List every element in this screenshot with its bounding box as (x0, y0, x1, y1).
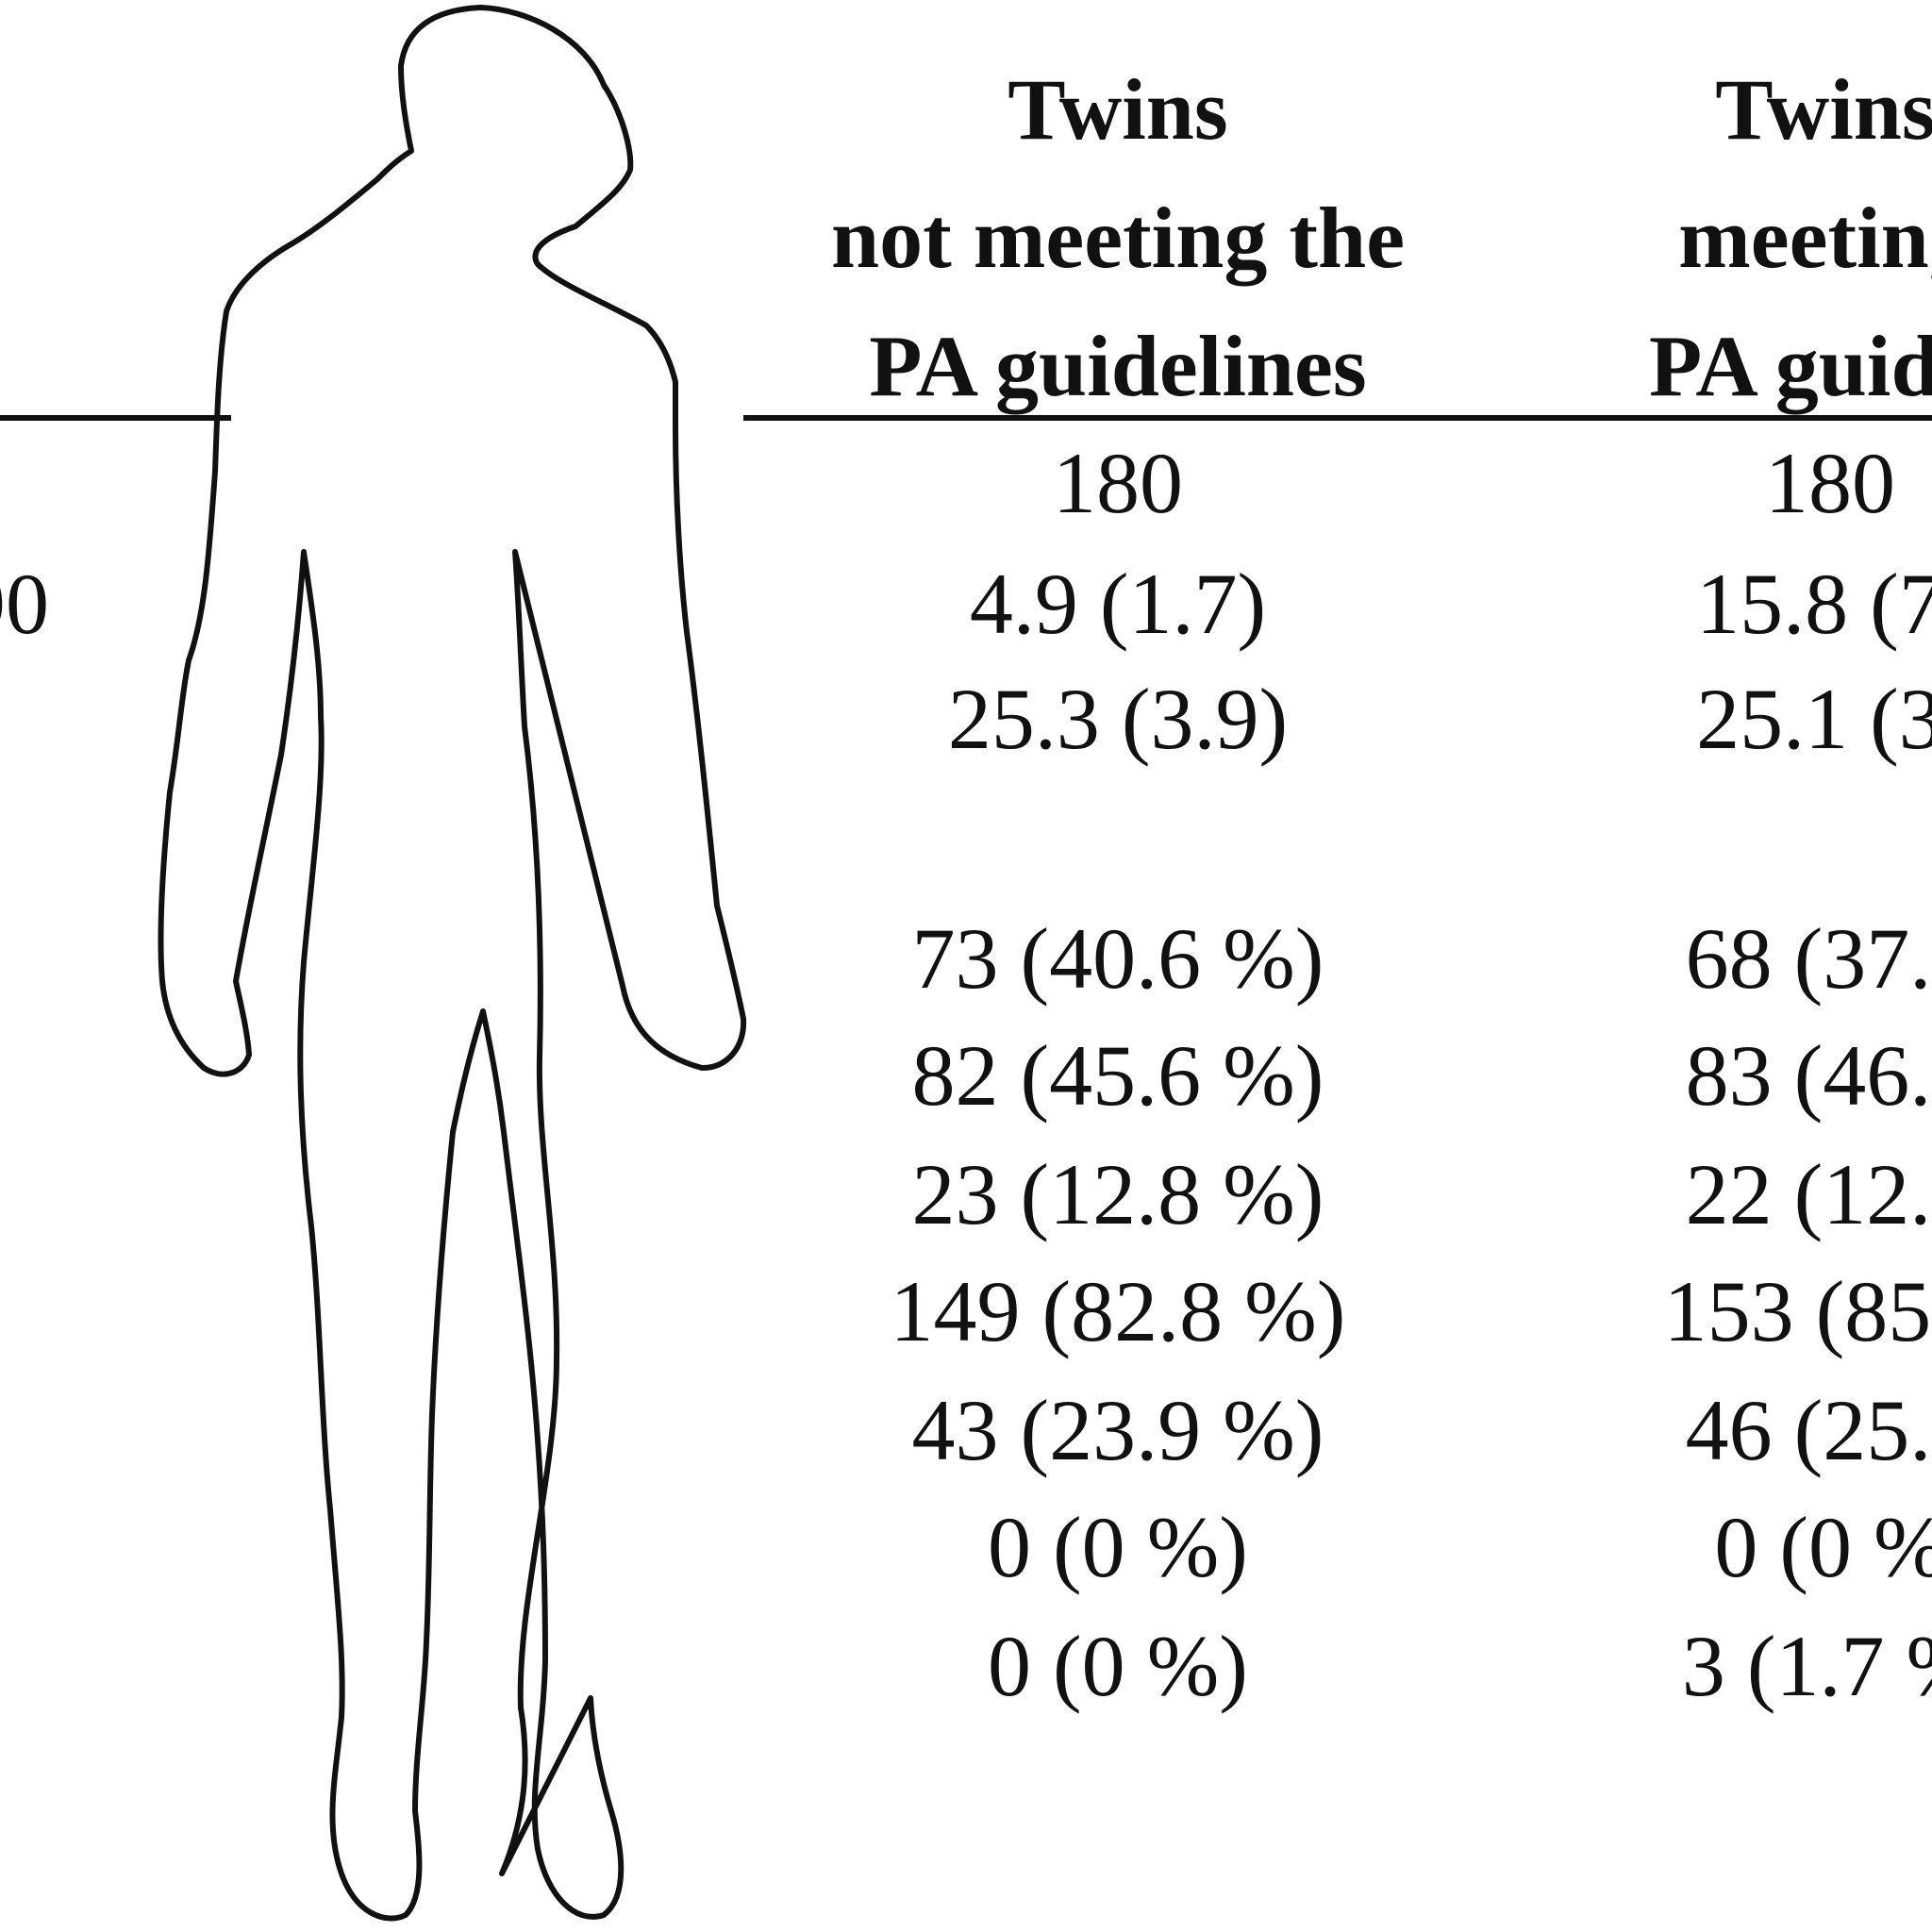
header-line: PA guidelines (869, 318, 1367, 414)
table-cell: 43 (23.9 %) (911, 1382, 1324, 1478)
table-cell: 25.1 (3. (1696, 671, 1932, 767)
table-cell: 83 (46.1 (1685, 1027, 1932, 1124)
table-cell: 73 (40.6 %) (911, 910, 1324, 1007)
header-rule-left (0, 415, 231, 421)
column-header-meeting: Twins meeting PA guidel (1462, 45, 1932, 430)
header-rule-right (743, 415, 1932, 421)
table-cell: 68 (37.8 (1685, 910, 1932, 1007)
header-line: not meeting the (830, 190, 1406, 286)
table-cell: 4.9 (1.7) (969, 556, 1267, 652)
table-cell: 0 (0 %) (988, 1618, 1248, 1714)
table-cell: 25.3 (3.9) (947, 671, 1289, 767)
table-cell: 15.8 (7. (1696, 556, 1932, 652)
table-cell: 0 (0 %) (988, 1499, 1248, 1595)
table-cell: 46 (25.6 (1685, 1382, 1932, 1478)
header-line: meeting (1678, 190, 1932, 286)
table-cell: 82 (45.6 %) (911, 1027, 1324, 1124)
column-header-not-meeting: Twins not meeting the PA guidelines (745, 45, 1491, 430)
table-cell: 180 (1765, 435, 1895, 531)
table-cell: 0 (0 % (1714, 1499, 1932, 1595)
row-label-fragment: 90 (0, 556, 49, 652)
header-line: Twins (1715, 61, 1932, 158)
table-cell: 3 (1.7 % (1681, 1618, 1932, 1714)
table-cell: 180 (1053, 435, 1183, 531)
header-line: Twins (1008, 61, 1228, 158)
table-cell: 22 (12.2 (1685, 1146, 1932, 1242)
header-line: PA guidel (1648, 318, 1932, 414)
table-cell: 149 (82.8 %) (890, 1263, 1346, 1359)
table-cell: 23 (12.8 %) (911, 1146, 1324, 1242)
table-cell: 153 (85.0 (1663, 1263, 1932, 1359)
